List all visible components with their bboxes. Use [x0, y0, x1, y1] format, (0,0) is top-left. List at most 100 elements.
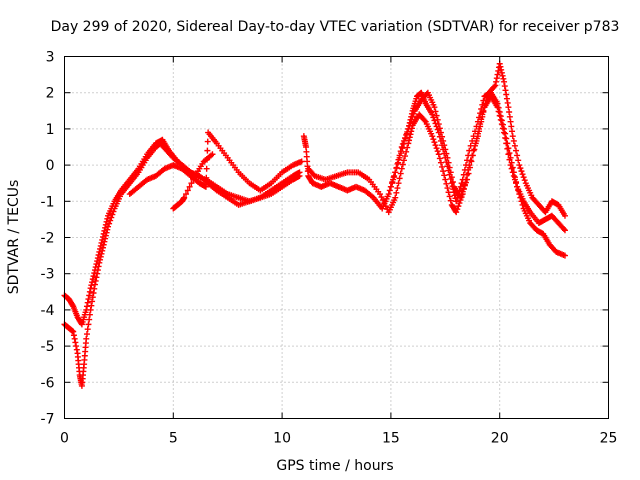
- data-point: [519, 171, 526, 178]
- data-point: [447, 169, 454, 176]
- data-point: [406, 122, 413, 129]
- data-point: [84, 299, 91, 306]
- data-point: [514, 152, 521, 159]
- data-point: [470, 147, 477, 154]
- data-point: [430, 136, 437, 143]
- data-point: [511, 176, 518, 183]
- data-point: [108, 214, 115, 221]
- data-point: [102, 232, 109, 239]
- data-point: [432, 108, 439, 115]
- data-point: [377, 191, 384, 198]
- data-point: [497, 63, 504, 70]
- data-point: [520, 174, 527, 181]
- data-point: [509, 128, 516, 135]
- data-point: [93, 274, 100, 281]
- data-point: [472, 140, 479, 147]
- x-tick-label: 5: [169, 431, 178, 447]
- data-point: [436, 155, 443, 162]
- data-point: [521, 177, 528, 184]
- data-point: [395, 180, 402, 187]
- data-point: [90, 273, 97, 280]
- data-point: [504, 99, 511, 106]
- data-point: [410, 110, 417, 117]
- data-point: [381, 200, 388, 207]
- data-point: [99, 244, 106, 251]
- series-track-d: [170, 151, 216, 212]
- data-point: [204, 138, 211, 145]
- data-point: [409, 113, 416, 120]
- data-point: [101, 238, 108, 245]
- axis-ticks: 0 5 10 15 20 25 -7 -6 -5 -4 -3 -2 -1 0 1 2 3: [41, 50, 618, 447]
- data-point: [389, 178, 396, 185]
- data-point: [517, 165, 524, 172]
- data-point: [456, 200, 463, 207]
- data-point: [447, 197, 454, 204]
- data-point: [503, 95, 510, 102]
- data-point: [494, 104, 501, 111]
- data-point: [390, 174, 397, 181]
- data-point: [188, 180, 195, 187]
- x-tick-label: 25: [600, 431, 618, 447]
- data-point: [398, 150, 405, 157]
- grid-lines: [64, 56, 609, 419]
- data-point: [506, 156, 513, 163]
- data-point: [298, 158, 305, 165]
- data-point: [511, 142, 518, 149]
- data-point: [402, 153, 409, 160]
- data-point: [499, 125, 506, 132]
- data-point: [502, 87, 509, 94]
- data-point: [461, 182, 468, 189]
- data-point: [444, 154, 451, 161]
- y-tick-label: -7: [41, 412, 55, 428]
- data-point: [85, 321, 92, 328]
- data-point: [403, 148, 410, 155]
- data-point: [457, 194, 464, 201]
- data-point: [437, 159, 444, 166]
- data-point: [181, 194, 188, 201]
- x-tick-label: 10: [273, 431, 291, 447]
- series-track-c: [126, 129, 305, 198]
- data-point: [441, 172, 448, 179]
- data-point: [474, 130, 481, 137]
- data-point: [560, 226, 567, 233]
- data-point: [513, 147, 520, 154]
- data-point: [446, 193, 453, 200]
- data-point: [84, 326, 91, 333]
- data-point: [446, 164, 453, 171]
- data-point: [509, 133, 516, 140]
- data-point: [478, 116, 485, 123]
- data-point: [492, 82, 499, 89]
- data-point: [439, 163, 446, 170]
- data-point: [204, 147, 211, 154]
- data-point: [91, 285, 98, 292]
- data-point: [433, 145, 440, 152]
- data-point: [398, 144, 405, 150]
- data-point: [392, 169, 399, 176]
- data-point: [455, 203, 462, 210]
- data-point: [467, 157, 474, 164]
- data-point: [72, 339, 79, 346]
- data-point: [70, 332, 77, 339]
- data-point: [89, 298, 96, 305]
- data-point: [509, 169, 516, 176]
- data-point: [387, 183, 394, 190]
- data-point: [83, 335, 90, 342]
- data-point: [464, 176, 471, 183]
- data-point: [70, 328, 77, 335]
- data-point: [433, 112, 440, 119]
- data-point: [406, 137, 413, 144]
- data-point: [83, 331, 90, 338]
- y-tick-label: -1: [41, 194, 55, 210]
- data-point: [448, 180, 455, 187]
- x-axis-label: GPS time / hours: [276, 458, 393, 474]
- data-point: [386, 187, 393, 194]
- data-point: [494, 71, 501, 78]
- data-point: [100, 241, 107, 248]
- data-point: [480, 107, 487, 114]
- data-point: [429, 133, 436, 140]
- data-point: [396, 154, 403, 161]
- data-point: [505, 151, 512, 158]
- data-point: [95, 263, 102, 270]
- data-point: [90, 290, 97, 297]
- series-track-b: [61, 140, 303, 389]
